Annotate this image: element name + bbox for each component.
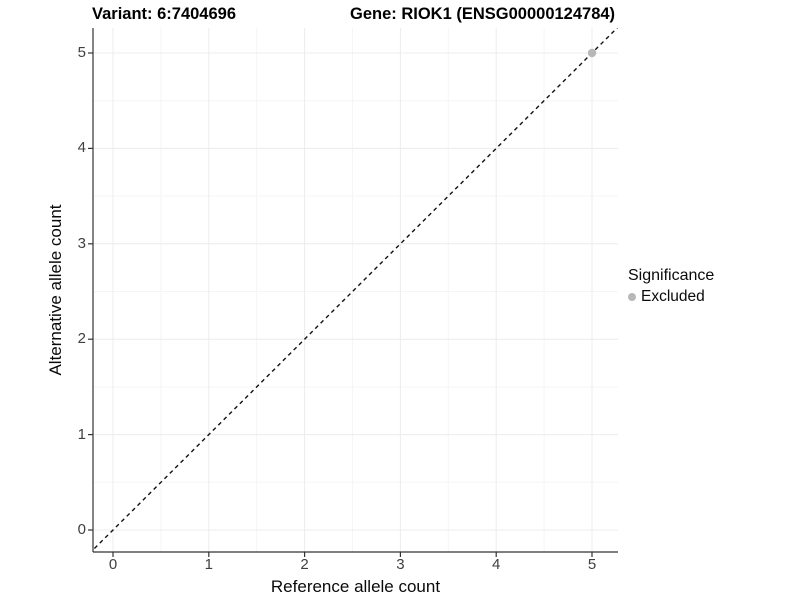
y-tick-label: 3 [77, 234, 86, 252]
y-tick-label: 1 [77, 425, 86, 443]
identity-line [93, 28, 618, 551]
legend-items: Excluded [628, 288, 714, 306]
y-axis-label: Alternative allele count [46, 204, 65, 376]
plot-title-variant: Variant: 6:7404696 [92, 5, 237, 23]
y-tick-label: 0 [77, 521, 86, 538]
data-point-excluded [587, 48, 597, 58]
legend-dot-icon [628, 293, 636, 301]
x-tick-label: 4 [492, 556, 501, 573]
x-axis-label: Reference allele count [270, 577, 441, 596]
y-tick-label: 5 [77, 44, 86, 61]
x-tick-label: 3 [396, 556, 405, 573]
plot-title-gene: Gene: RIOK1 (ENSG00000124784) [350, 5, 616, 23]
x-tick-label: 0 [108, 556, 118, 573]
legend: Significance Excluded [628, 267, 714, 306]
x-tick-label: 1 [204, 556, 213, 573]
y-tick-label: 4 [77, 139, 86, 157]
plot-panel [88, 28, 618, 557]
x-tick-label: 5 [587, 556, 597, 573]
legend-item-label: Excluded [641, 288, 705, 305]
y-tick-label: 2 [77, 330, 86, 348]
legend-item: Excluded [628, 288, 714, 306]
x-tick-label: 2 [300, 556, 309, 573]
legend-title: Significance [628, 267, 715, 284]
